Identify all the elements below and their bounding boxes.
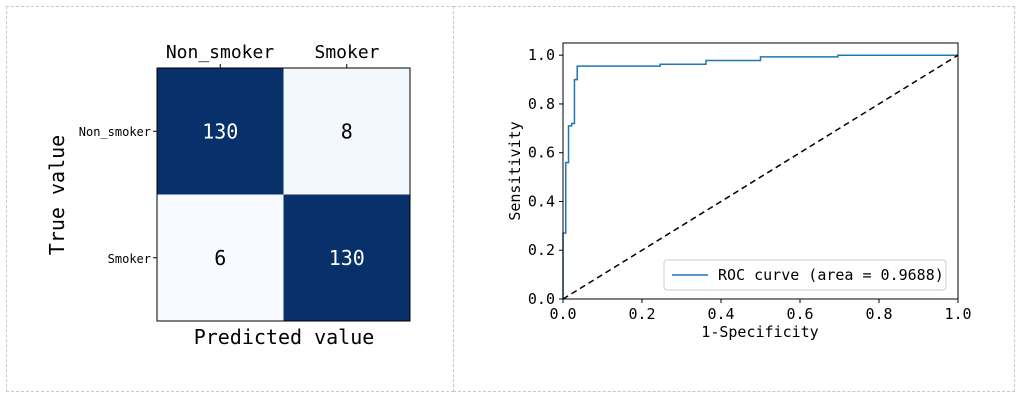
x-axis-label: 1-Specificity (701, 323, 818, 341)
y-axis-label: Sensitivity (506, 121, 524, 220)
legend-box (663, 259, 947, 291)
x-tick-label: Non_smoker (166, 42, 275, 63)
matrix-cell (283, 68, 410, 195)
legend-label: ROC curve (area = 0.9688) (718, 266, 944, 284)
matrix-frame (156, 67, 411, 322)
cell-value-label: 6 (214, 246, 226, 270)
matrix-cell (157, 68, 284, 195)
plot-frame (562, 42, 959, 300)
x-tick-label: Smoker (314, 42, 379, 63)
x-tick-label: 0.8 (865, 305, 892, 323)
cell-value-label: 130 (202, 119, 238, 143)
cell-value-label: 130 (329, 246, 365, 270)
x-tick-label: 0.0 (549, 305, 576, 323)
y-tick-label: 0.2 (528, 241, 555, 259)
cell-value-label: 8 (341, 119, 353, 143)
x-tick-label: 0.4 (707, 305, 734, 323)
legend: ROC curve (area = 0.9688) (663, 259, 947, 291)
roc-curve-line (562, 54, 958, 299)
x-axis-label: Predicted value (194, 325, 375, 349)
matrix-cell (157, 194, 284, 321)
y-axis-label: True value (45, 135, 69, 255)
y-tick-label: 0.6 (528, 144, 555, 162)
x-tick-label: 0.2 (628, 305, 655, 323)
roc-curve-panel (453, 6, 1015, 392)
y-tick-label: Smoker (108, 252, 151, 266)
x-tick-label: 0.6 (786, 305, 813, 323)
y-tick-label: 1.0 (528, 46, 555, 64)
y-tick-label: Non_smoker (79, 125, 151, 139)
y-tick-label: 0.8 (528, 95, 555, 113)
y-tick-label: 0.0 (528, 290, 555, 308)
chance-diagonal-line (562, 54, 959, 300)
y-tick-label: 0.4 (528, 192, 555, 210)
matrix-cell (283, 194, 410, 321)
x-tick-label: 1.0 (944, 305, 971, 323)
